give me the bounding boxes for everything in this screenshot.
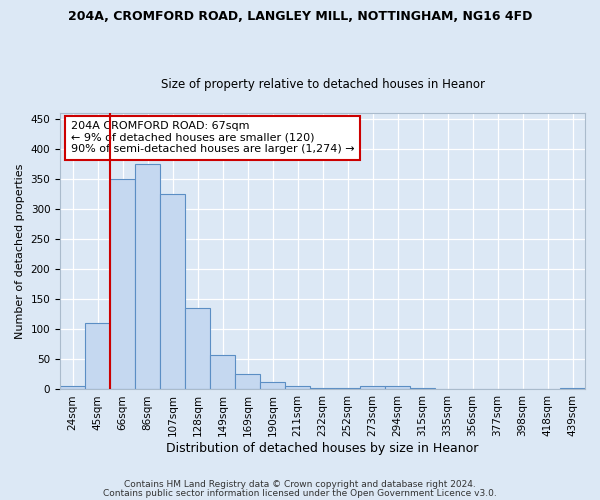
Bar (335, 388, 360, 390)
Bar (210, 355, 235, 390)
Bar (260, 382, 285, 390)
Text: 204A, CROMFORD ROAD, LANGLEY MILL, NOTTINGHAM, NG16 4FD: 204A, CROMFORD ROAD, LANGLEY MILL, NOTTI… (68, 10, 532, 23)
Bar (110, 179, 135, 390)
Bar (85, 324, 110, 390)
X-axis label: Distribution of detached houses by size in Heanor: Distribution of detached houses by size … (166, 442, 479, 455)
Bar (235, 374, 260, 390)
Bar (435, 389, 460, 390)
Bar (385, 386, 410, 390)
Bar (485, 389, 510, 390)
Bar (160, 194, 185, 390)
Bar (360, 386, 385, 390)
Bar (185, 308, 210, 390)
Y-axis label: Number of detached properties: Number of detached properties (15, 164, 25, 339)
Text: Contains HM Land Registry data © Crown copyright and database right 2024.: Contains HM Land Registry data © Crown c… (124, 480, 476, 489)
Bar (285, 386, 310, 390)
Text: Contains public sector information licensed under the Open Government Licence v3: Contains public sector information licen… (103, 488, 497, 498)
Bar (410, 388, 435, 390)
Text: 204A CROMFORD ROAD: 67sqm
← 9% of detached houses are smaller (120)
90% of semi-: 204A CROMFORD ROAD: 67sqm ← 9% of detach… (71, 122, 354, 154)
Bar (560, 388, 585, 390)
Title: Size of property relative to detached houses in Heanor: Size of property relative to detached ho… (161, 78, 485, 91)
Bar (310, 388, 335, 390)
Bar (460, 389, 485, 390)
Bar (135, 164, 160, 390)
Bar (60, 386, 85, 390)
